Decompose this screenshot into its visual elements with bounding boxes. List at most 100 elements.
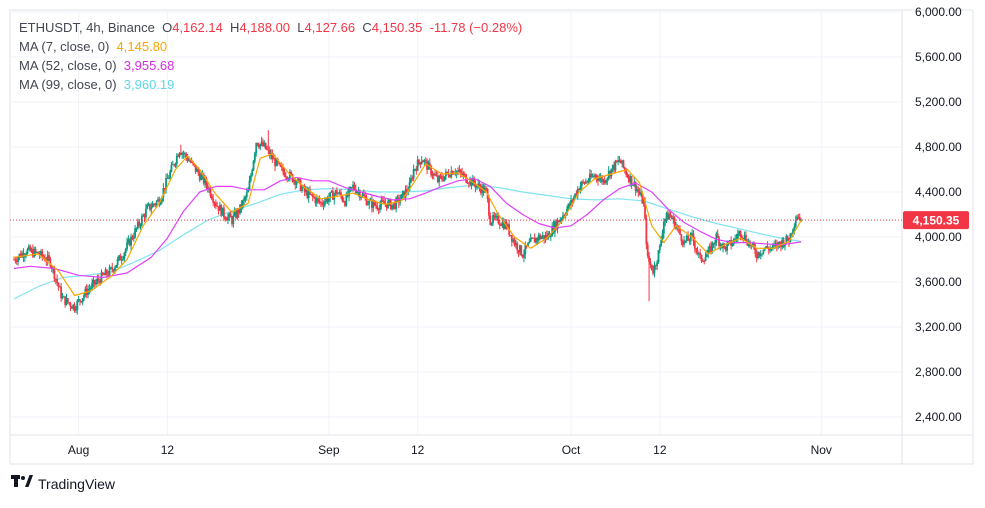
candle [184,151,186,158]
candle [696,246,699,256]
candle [243,195,245,205]
candle [80,300,83,304]
candle [443,176,446,182]
candle [459,168,462,178]
candle [389,198,392,210]
candle [181,151,184,159]
candle [198,169,201,183]
ma99-legend-row[interactable]: MA (99, close, 0) 3,960.19 [19,75,522,94]
candle [327,193,330,206]
candle [528,238,531,244]
open-key: O [162,20,173,35]
ma7-legend-row[interactable]: MA (7, close, 0) 4,145.80 [19,37,522,56]
candle [81,298,84,306]
candle [514,240,517,249]
candle [665,211,668,224]
candle [602,178,605,185]
candle [435,171,438,177]
candle [321,199,324,208]
candle [634,181,637,196]
candle [418,158,420,166]
candle [627,173,630,184]
candle [646,241,649,259]
candle [469,176,472,187]
close-key: C [362,20,372,35]
candle [46,250,49,266]
candle [703,259,706,265]
candle [797,213,800,220]
x-tick-label: 12 [653,443,667,457]
candle [657,249,660,264]
candle [697,252,700,259]
candle [587,178,590,184]
candle [412,164,415,182]
candle [256,142,259,147]
candle [70,306,73,309]
candle [689,231,692,246]
candle [393,200,396,210]
candle [470,178,473,190]
candle [252,160,255,171]
candle [149,203,151,212]
candle [118,254,120,261]
candle [462,171,465,179]
candle [295,180,298,189]
ma52-legend-row[interactable]: MA (52, close, 0) 3,955.68 [19,56,522,75]
candle [88,284,91,295]
candle [591,173,594,178]
candle [781,237,784,250]
candle [555,219,558,231]
candle [66,297,69,304]
candle [450,166,453,179]
ma7-label: MA (7, close, 0) [19,39,110,54]
candle [72,304,75,311]
candle [233,207,236,217]
candle [366,200,369,206]
candle [135,227,138,233]
candle [54,278,57,285]
candle [680,233,683,246]
candle [146,202,149,210]
candle [376,202,379,211]
ma99-label: MA (99, close, 0) [19,77,117,92]
candle [58,285,61,288]
candle [786,235,789,242]
candle [21,250,24,259]
candle [342,197,345,203]
candle [101,271,104,276]
candle [179,144,182,156]
y-tick-label: 4,000.00 [915,230,962,244]
candle [529,233,532,242]
candle [621,160,624,168]
candle [463,171,466,177]
y-tick-label: 3,600.00 [915,275,962,289]
y-tick-label: 5,600.00 [915,50,962,64]
candle [664,218,667,227]
candle [385,203,388,211]
candle [597,175,599,186]
candle [142,213,145,217]
candle [395,196,398,213]
candle [434,170,437,176]
candle [147,202,150,207]
candle [630,175,633,189]
candle [69,301,72,311]
candle [213,201,216,208]
candle [33,246,36,258]
candle [488,194,490,220]
candle [558,220,560,223]
brand[interactable]: TradingView [11,475,115,492]
candle [166,173,169,180]
candle [110,266,112,270]
ma7-line [13,153,802,297]
high-value: 4,188.00 [239,20,291,35]
candle [26,247,29,255]
candle [280,162,283,172]
candle [91,278,93,291]
candle [131,234,134,241]
candle [97,274,100,285]
candle [205,176,208,190]
candle [251,168,254,177]
